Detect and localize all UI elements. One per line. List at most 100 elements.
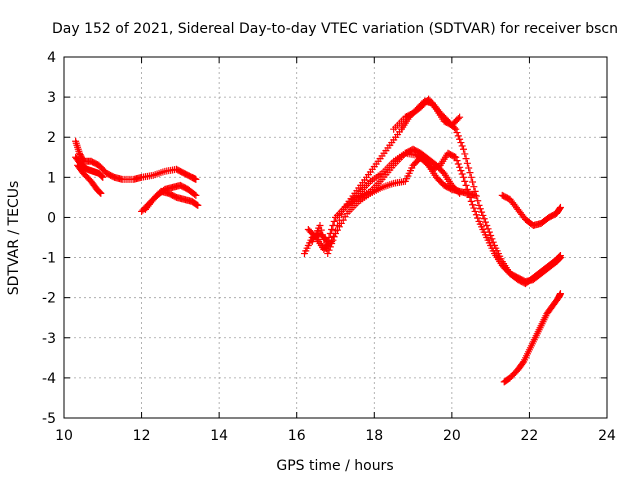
data-point	[458, 142, 466, 150]
x-tick-label: 24	[598, 428, 616, 444]
data-point	[456, 163, 464, 171]
data-point	[326, 243, 334, 251]
data-point	[316, 221, 324, 229]
series-arc-7	[304, 97, 564, 288]
data-point	[325, 234, 333, 241]
data-point	[556, 252, 564, 260]
data-point	[483, 221, 491, 229]
data-point	[478, 208, 486, 216]
x-axis-label: GPS time / hours	[276, 458, 393, 474]
y-tick-label: -5	[42, 411, 56, 427]
data-point	[459, 145, 467, 153]
data-point	[317, 226, 325, 234]
data-point	[481, 218, 489, 226]
data-point	[470, 204, 478, 212]
x-tick-label: 10	[55, 428, 73, 444]
x-tick-label: 20	[443, 428, 461, 444]
y-tick-label: -4	[42, 371, 56, 387]
data-point	[469, 178, 477, 186]
data-point	[458, 170, 466, 178]
data-point	[97, 172, 105, 180]
data-point	[456, 135, 464, 143]
plot-frame	[63, 56, 608, 419]
data-point	[453, 129, 461, 137]
series-arc-3	[72, 153, 107, 181]
data-point	[319, 231, 327, 239]
data-point	[467, 197, 475, 205]
data-point	[485, 228, 493, 236]
data-point	[488, 235, 496, 243]
data-point	[194, 201, 202, 209]
data-point	[462, 181, 470, 189]
data-point	[467, 173, 475, 181]
data-point	[431, 103, 439, 111]
data-point	[555, 253, 563, 261]
y-tick-label: 4	[47, 50, 56, 66]
data-point	[452, 125, 460, 133]
data-point	[96, 189, 104, 197]
data-point	[471, 207, 479, 215]
data-point	[461, 177, 469, 185]
series-arc-11	[498, 191, 564, 229]
series-arc-9	[332, 145, 464, 221]
x-tick-label: 14	[210, 428, 228, 444]
data-point	[461, 150, 469, 158]
data-point	[328, 225, 336, 233]
data-point	[459, 173, 467, 181]
data-point	[454, 115, 462, 123]
x-tick-label: 22	[521, 428, 539, 444]
y-axis-label: SDTVAR / TECUs	[6, 181, 22, 296]
data-point	[98, 173, 106, 181]
data-point	[479, 211, 487, 219]
data-point	[325, 246, 333, 254]
data-point	[96, 188, 104, 196]
data-points	[72, 95, 564, 386]
data-point	[454, 132, 462, 140]
data-point	[489, 238, 497, 246]
data-point	[454, 188, 462, 196]
series-arc-1	[72, 137, 200, 183]
series-arc-12	[500, 290, 564, 386]
y-tick-label: -2	[42, 291, 56, 307]
data-point	[97, 189, 105, 197]
data-point	[462, 155, 470, 163]
data-point	[192, 191, 200, 199]
data-point	[463, 159, 471, 167]
data-point	[456, 189, 464, 197]
data-point	[470, 183, 478, 191]
data-point	[452, 153, 460, 161]
data-point	[193, 201, 201, 209]
data-point	[324, 250, 332, 258]
series-arc-5	[141, 187, 202, 213]
data-point	[475, 201, 483, 209]
y-tick-label: 0	[47, 210, 56, 226]
data-point	[487, 231, 495, 239]
data-point	[453, 157, 461, 165]
data-point	[321, 240, 329, 248]
y-tick-label: 2	[47, 130, 56, 146]
x-tick-label: 18	[365, 428, 383, 444]
data-point	[457, 139, 465, 147]
data-point	[456, 113, 464, 121]
data-point	[480, 215, 488, 223]
data-point	[466, 169, 474, 177]
data-point	[469, 201, 477, 209]
data-point	[328, 240, 336, 248]
data-point	[192, 175, 200, 183]
data-point	[330, 233, 338, 241]
data-point	[484, 225, 492, 233]
y-tick-label: -3	[42, 331, 56, 347]
series-arc-10	[390, 95, 464, 133]
y-tick-label: 3	[47, 90, 56, 106]
data-point	[474, 214, 482, 222]
data-point	[474, 197, 482, 205]
data-point	[191, 190, 199, 198]
data-point	[472, 211, 480, 219]
data-point	[556, 204, 564, 212]
data-point	[471, 191, 479, 199]
data-point	[330, 217, 338, 225]
data-point	[320, 236, 328, 244]
